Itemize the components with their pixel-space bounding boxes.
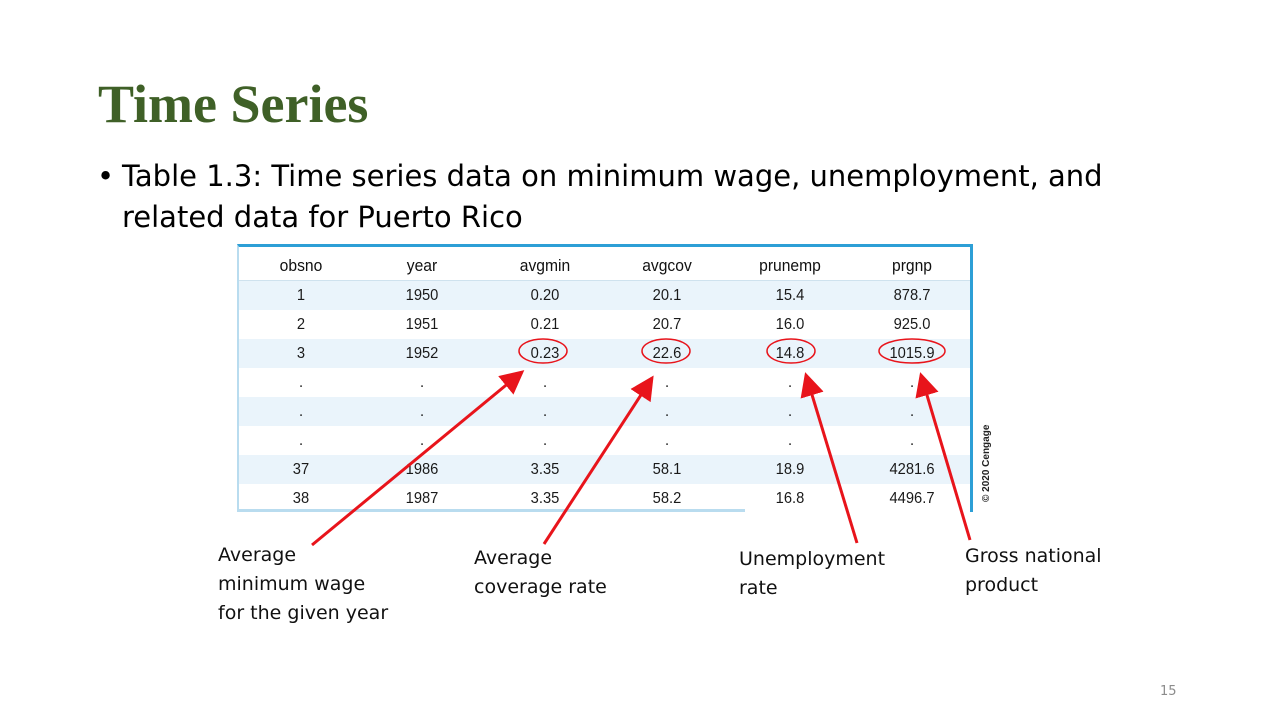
cell-prunemp: 15.4 bbox=[775, 287, 805, 304]
header-prunemp: prunemp bbox=[759, 256, 821, 275]
cell-prunemp: . bbox=[787, 432, 793, 449]
callout-prunemp: Unemployment rate bbox=[739, 545, 885, 603]
cell-avgmin: 0.21 bbox=[530, 316, 560, 333]
cell-year: . bbox=[419, 374, 425, 391]
cell-obsno: 2 bbox=[296, 316, 306, 333]
bullet-dot: • bbox=[97, 159, 115, 193]
cell-prunemp: 14.8 bbox=[775, 345, 805, 362]
cell-prgnp: 1015.9 bbox=[889, 345, 935, 362]
table-bottom-edge bbox=[237, 509, 745, 512]
cell-avgmin: 3.35 bbox=[530, 461, 560, 478]
callout-avgcov-line-1: Average bbox=[474, 547, 553, 569]
cell-prunemp: . bbox=[787, 374, 793, 391]
callout-avgmin: Average minimum wage for the given year bbox=[218, 541, 388, 628]
cell-prunemp: . bbox=[787, 403, 793, 420]
bullet-text-line-2: related data for Puerto Rico bbox=[122, 200, 523, 234]
page-number: 15 bbox=[1160, 684, 1177, 699]
table-row: . . . . . . bbox=[239, 368, 970, 397]
cell-prgnp: . bbox=[909, 374, 915, 391]
table-header-row: obsno year avgmin avgcov prunemp prgnp bbox=[239, 251, 970, 281]
cell-avgcov: 20.7 bbox=[652, 316, 682, 333]
cell-avgcov: 20.1 bbox=[652, 287, 682, 304]
cell-year: 1951 bbox=[405, 316, 439, 333]
callout-prunemp-line-1: Unemployment bbox=[739, 548, 886, 570]
data-table: obsno year avgmin avgcov prunemp prgnp 1… bbox=[237, 244, 973, 512]
cell-avgcov: . bbox=[664, 432, 670, 449]
callout-avgmin-line-2: minimum wage bbox=[218, 573, 366, 595]
header-prgnp: prgnp bbox=[891, 256, 932, 275]
table-row: . . . . . . bbox=[239, 426, 970, 455]
callout-avgcov: Average coverage rate bbox=[474, 544, 607, 602]
cell-prunemp: 16.0 bbox=[775, 316, 805, 333]
cell-avgmin: . bbox=[542, 432, 548, 449]
bullet-text-line-1: Table 1.3: Time series data on minimum w… bbox=[122, 159, 1103, 193]
header-year: year bbox=[406, 256, 438, 275]
header-avgcov: avgcov bbox=[642, 256, 692, 275]
cell-prgnp: 878.7 bbox=[893, 287, 931, 304]
cell-prunemp: 16.8 bbox=[775, 490, 805, 507]
cell-avgmin: . bbox=[542, 374, 548, 391]
slide-title: Time Series bbox=[98, 74, 369, 134]
cell-prgnp: . bbox=[909, 432, 915, 449]
callout-prgnp-line-1: Gross national bbox=[965, 545, 1102, 567]
callout-prgnp: Gross national product bbox=[965, 542, 1102, 600]
cell-obsno: . bbox=[298, 432, 304, 449]
cell-avgcov: 58.2 bbox=[652, 490, 682, 507]
cell-obsno: . bbox=[298, 403, 304, 420]
callout-prunemp-line-2: rate bbox=[739, 577, 778, 599]
cell-avgcov: 58.1 bbox=[652, 461, 682, 478]
cell-prgnp: . bbox=[909, 403, 915, 420]
cell-year: . bbox=[419, 432, 425, 449]
header-avgmin: avgmin bbox=[519, 256, 571, 275]
callout-prgnp-line-2: product bbox=[965, 574, 1039, 596]
table-row: 2 1951 0.21 20.7 16.0 925.0 bbox=[239, 310, 970, 339]
table-row: 1 1950 0.20 20.1 15.4 878.7 bbox=[239, 281, 970, 310]
copyright-notice: © 2020 Cengage bbox=[981, 424, 992, 502]
table-row: 3 1952 0.23 22.6 14.8 1015.9 bbox=[239, 339, 970, 368]
table-row: . . . . . . bbox=[239, 397, 970, 426]
callout-avgcov-line-2: coverage rate bbox=[474, 576, 607, 598]
cell-prgnp: 4281.6 bbox=[889, 461, 935, 478]
cell-year: . bbox=[419, 403, 425, 420]
cell-year: 1950 bbox=[405, 287, 439, 304]
cell-avgmin: . bbox=[542, 403, 548, 420]
table-row: 37 1986 3.35 58.1 18.9 4281.6 bbox=[239, 455, 970, 484]
cell-obsno: 3 bbox=[296, 345, 306, 362]
header-obsno: obsno bbox=[279, 256, 323, 275]
cell-prunemp: 18.9 bbox=[775, 461, 805, 478]
cell-avgcov: . bbox=[664, 374, 670, 391]
cell-obsno: . bbox=[298, 374, 304, 391]
cell-obsno: 1 bbox=[296, 287, 306, 304]
cell-year: 1986 bbox=[405, 461, 439, 478]
cell-avgcov: . bbox=[664, 403, 670, 420]
callout-avgmin-line-3: for the given year bbox=[218, 602, 389, 624]
cell-prgnp: 4496.7 bbox=[889, 490, 935, 507]
cell-avgmin: 0.20 bbox=[530, 287, 560, 304]
cell-avgcov: 22.6 bbox=[652, 345, 682, 362]
cell-year: 1952 bbox=[405, 345, 439, 362]
callout-avgmin-line-1: Average bbox=[218, 544, 297, 566]
cell-avgmin: 0.23 bbox=[530, 345, 560, 362]
cell-obsno: 37 bbox=[292, 461, 310, 478]
cell-prgnp: 925.0 bbox=[893, 316, 931, 333]
cell-obsno: 38 bbox=[292, 490, 310, 507]
